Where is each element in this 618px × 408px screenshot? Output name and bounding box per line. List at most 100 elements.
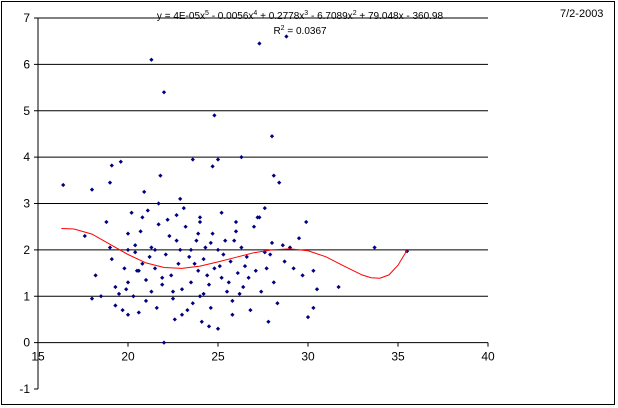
x-tick-label: 25 [211,350,225,364]
data-point [154,305,159,310]
data-point [190,157,195,162]
data-point [197,294,203,299]
data-point [149,245,154,250]
data-point [163,252,168,257]
data-point [82,233,87,239]
data-point [215,247,221,252]
data-point [136,268,141,273]
data-point [174,238,179,243]
data-point [140,261,145,266]
data-point [277,180,282,185]
data-point [372,245,377,250]
data-point [136,310,141,315]
axes [34,17,489,390]
y-tick-label: 0 [23,336,30,350]
data-point [239,155,244,160]
data-point [160,275,165,280]
data-point [201,257,206,262]
data-point [129,210,134,215]
y-tick-labels: -1 0 1 2 3 4 5 6 7 [19,11,30,396]
data-point [210,164,215,169]
data-point [197,219,203,225]
x-tick-label: 40 [481,350,495,364]
data-point [125,247,131,252]
data-point [206,324,212,329]
data-point [223,238,228,243]
data-point [271,173,276,178]
data-point [271,280,276,285]
data-point [235,270,240,276]
data-point [183,224,188,229]
x-tick-label: 15 [31,350,45,364]
data-point [215,326,221,331]
data-point [304,219,309,225]
data-point [201,291,206,297]
data-point [221,252,226,257]
data-point [296,236,302,241]
y-tick-label: 2 [23,243,30,257]
data-point [196,231,201,236]
data-point [212,113,217,118]
data-point [257,41,262,46]
x-tick-label: 30 [301,350,315,364]
data-point [140,215,145,220]
data-point [206,282,212,287]
data-point [246,275,251,280]
data-point [300,273,305,278]
y-tick-label: 1 [23,289,30,303]
x-tick-label: 35 [391,350,405,364]
data-point [192,261,197,266]
data-point [156,201,161,206]
y-tick-label: -1 [19,382,30,396]
data-point [158,173,163,178]
data-point [219,275,224,280]
data-point [143,277,149,283]
data-point [259,289,264,294]
data-point [161,340,167,345]
data-point [226,280,231,285]
data-point [232,238,237,243]
data-point [233,219,239,225]
data-point [179,287,185,292]
trendline [61,228,408,279]
data-point [160,282,165,287]
data-point [125,312,131,317]
x-tick-label: 20 [121,350,135,364]
data-point [248,308,253,313]
data-point [217,263,222,269]
data-point [167,233,172,239]
data-point [269,240,275,246]
data-point [228,259,233,264]
data-point [142,189,147,195]
data-point [145,208,150,213]
data-point [143,298,149,304]
data-point [169,273,174,278]
grid-lines [38,17,488,297]
data-point [291,266,296,271]
data-point [251,224,257,229]
data-point [179,312,185,317]
data-point [178,196,183,201]
data-point [113,284,118,290]
data-point [152,247,158,252]
y-tick-label: 6 [23,57,30,71]
data-point [61,182,66,188]
data-point [269,134,275,139]
data-point [149,57,154,62]
data-point [104,219,109,225]
data-point [208,240,213,246]
data-point [199,319,204,324]
data-point [253,268,258,273]
data-point [203,245,208,250]
data-point [172,317,177,322]
data-point [176,261,181,266]
data-point [311,268,316,273]
data-point [133,243,138,248]
data-point [255,215,260,220]
data-point [336,284,341,290]
data-point [205,273,210,278]
data-point [178,247,183,252]
data-point [170,289,176,294]
data-point [113,303,118,308]
data-point [197,215,203,220]
